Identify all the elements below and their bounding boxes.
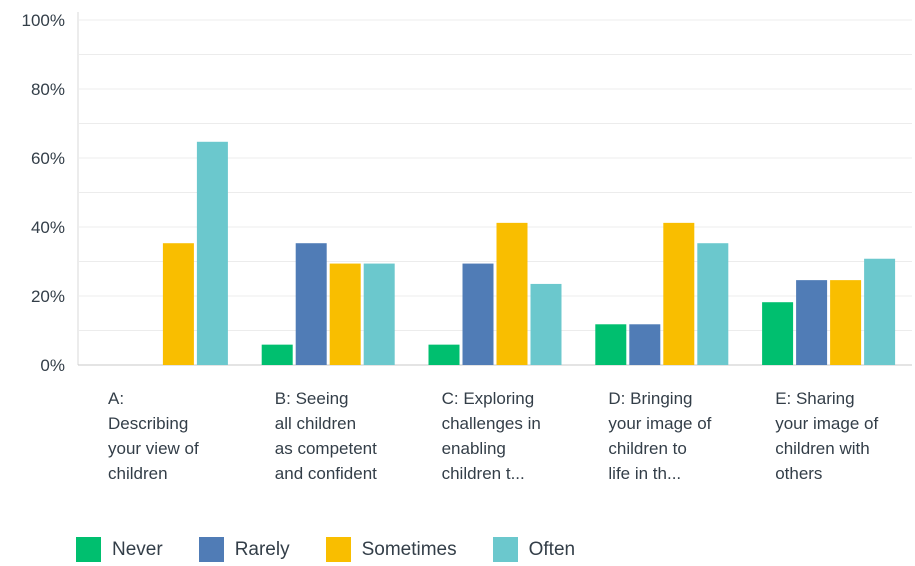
y-tick-label: 60% xyxy=(31,149,65,168)
bar-often xyxy=(697,243,729,365)
bar-sometimes xyxy=(162,243,194,365)
bar-rarely xyxy=(295,243,327,365)
y-tick-label: 80% xyxy=(31,80,65,99)
legend-swatch xyxy=(76,537,101,562)
y-tick-label: 20% xyxy=(31,287,65,306)
bar-never xyxy=(261,344,293,365)
bar-sometimes xyxy=(830,280,862,365)
legend-item-never[interactable]: Never xyxy=(76,537,163,562)
x-category-label: D: Bringing your image of children to life … xyxy=(608,389,711,483)
x-category-label: B: Seeing all children as competent and con… xyxy=(275,389,377,483)
bar-never xyxy=(428,344,460,365)
bar-never xyxy=(762,302,794,365)
y-tick-label: 100% xyxy=(22,11,65,30)
bar-sometimes xyxy=(663,222,695,365)
bar-sometimes xyxy=(496,222,528,365)
legend-label: Sometimes xyxy=(361,538,457,560)
legend-label: Often xyxy=(528,538,576,560)
legend-swatch xyxy=(198,537,224,562)
x-category-label: E: Sharing your image of children with othe… xyxy=(775,389,878,483)
x-category-label: C: Exploring challenges in enabling childre… xyxy=(442,389,541,483)
bar-sometimes xyxy=(329,263,361,365)
x-category-label: A: Describing your view of children xyxy=(108,389,199,483)
legend-item-rarely[interactable]: Rarely xyxy=(198,537,290,562)
bar-rarely xyxy=(462,263,494,365)
bars xyxy=(162,141,896,365)
y-axis: 0% 20% 40% 60% 80% 100% xyxy=(22,11,65,375)
legend-item-sometimes[interactable]: Sometimes xyxy=(325,537,457,562)
bar-chart: 0% 20% 40% 60% 80% 100% A: Describing your view… xyxy=(22,11,912,483)
x-axis: A: Describing your view of children B: Seein… xyxy=(108,389,878,483)
y-tick-label: 40% xyxy=(31,218,65,237)
legend: Never Rarely Sometimes Often xyxy=(76,537,611,562)
bar-often xyxy=(363,263,395,365)
bar-often xyxy=(196,141,228,365)
legend-label: Never xyxy=(112,538,163,560)
bar-rarely xyxy=(629,324,661,365)
bar-rarely xyxy=(796,280,828,365)
legend-swatch xyxy=(325,537,351,562)
bar-often xyxy=(864,258,896,365)
legend-item-often[interactable]: Often xyxy=(492,537,576,562)
bar-often xyxy=(530,283,562,365)
y-tick-label: 0% xyxy=(40,356,65,375)
legend-swatch xyxy=(492,537,518,562)
bar-never xyxy=(595,324,627,365)
legend-label: Rarely xyxy=(234,538,290,560)
